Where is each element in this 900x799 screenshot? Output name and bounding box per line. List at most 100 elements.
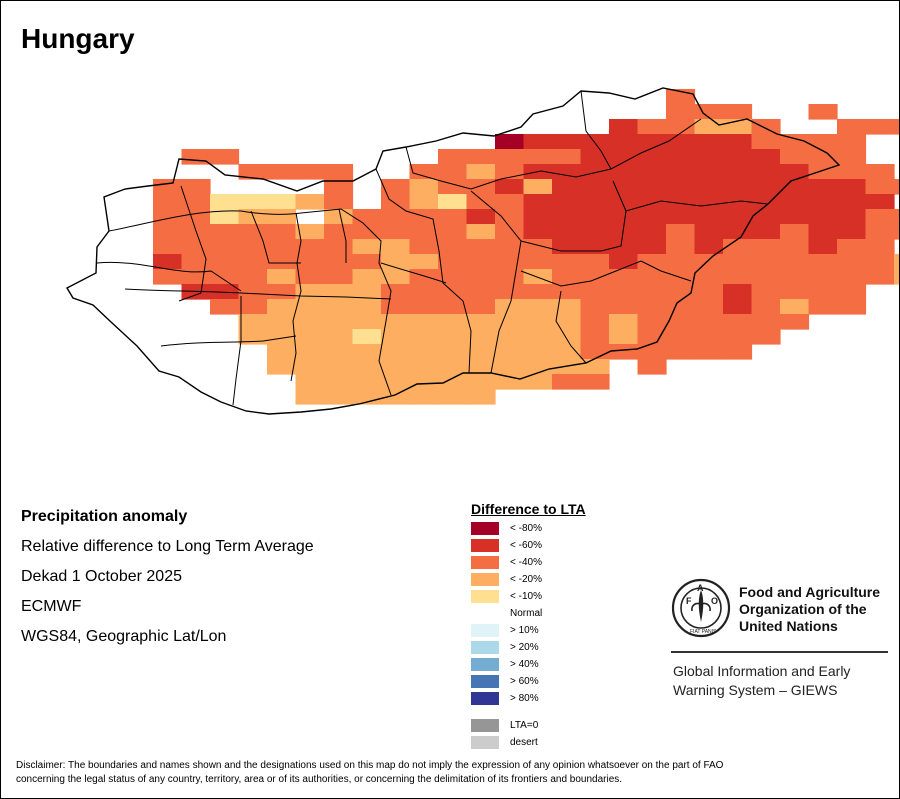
anomaly-cell [381, 359, 411, 375]
anomaly-cell [352, 374, 382, 390]
anomaly-cell [523, 344, 553, 360]
anomaly-cell [324, 179, 354, 195]
anomaly-cell [438, 179, 468, 195]
anomaly-cell [495, 239, 525, 255]
anomaly-cell [381, 314, 411, 330]
anomaly-cell [381, 269, 411, 285]
anomaly-cell [751, 269, 781, 285]
info-projection: WGS84, Geographic Lat/Lon [21, 628, 227, 645]
anomaly-cell [694, 209, 724, 225]
anomaly-cell [324, 254, 354, 270]
anomaly-cell [751, 179, 781, 195]
anomaly-cell [153, 179, 183, 195]
anomaly-cell [894, 224, 899, 240]
anomaly-cell [210, 239, 240, 255]
anomaly-cell [637, 359, 667, 375]
anomaly-cell [609, 314, 639, 330]
legend-label: > 10% [510, 625, 539, 636]
legend-item: desert [471, 735, 611, 752]
anomaly-cell [723, 314, 753, 330]
anomaly-cell [438, 149, 468, 165]
anomaly-cell [210, 254, 240, 270]
anomaly-cell [580, 299, 610, 315]
anomaly-cell [637, 224, 667, 240]
anomaly-cell [438, 359, 468, 375]
anomaly-cell [153, 194, 183, 210]
anomaly-cell [609, 344, 639, 360]
legend: Difference to LTA < -80% < -60% < -40% < -2… [471, 501, 611, 752]
anomaly-cell [694, 344, 724, 360]
anomaly-cell [865, 179, 895, 195]
anomaly-cell [694, 314, 724, 330]
anomaly-cell [466, 149, 496, 165]
anomaly-cell [381, 209, 411, 225]
anomaly-cell [552, 299, 582, 315]
legend-label: Normal [510, 608, 543, 619]
anomaly-cell [352, 329, 382, 345]
anomaly-cell [181, 194, 211, 210]
legend-rows: < -80% < -60% < -40% < -20% < -10% Normal > 10… [471, 521, 611, 752]
county-border [250, 210, 301, 264]
anomaly-cell [666, 314, 696, 330]
info-period: Dekad 1 October 2025 [21, 568, 182, 585]
anomaly-cell [523, 314, 553, 330]
county-border [300, 208, 392, 396]
anomaly-cell [808, 224, 838, 240]
anomaly-cell [723, 239, 753, 255]
anomaly-cell [495, 134, 525, 150]
anomaly-cell [666, 149, 696, 165]
anomaly-cell [609, 254, 639, 270]
county-border [520, 180, 627, 252]
anomaly-cell [552, 164, 582, 180]
anomaly-cell [637, 119, 667, 135]
anomaly-cell [666, 299, 696, 315]
anomaly-cell [352, 284, 382, 300]
anomaly-cell [552, 239, 582, 255]
anomaly-cell [181, 254, 211, 270]
anomaly-cell [609, 224, 639, 240]
anomaly-cell [609, 329, 639, 345]
anomaly-cell [495, 209, 525, 225]
anomaly-cell [723, 164, 753, 180]
anomaly-cell [552, 209, 582, 225]
anomaly-cell [666, 329, 696, 345]
disclaimer-line2: concerning the legal status of any count… [16, 774, 623, 785]
anomaly-cell [495, 269, 525, 285]
anomaly-cell [780, 194, 810, 210]
anomaly-cell [780, 314, 810, 330]
anomaly-cell [666, 209, 696, 225]
anomaly-cell [267, 314, 297, 330]
anomaly-cell [637, 194, 667, 210]
anomaly-cell [352, 344, 382, 360]
anomaly-cell [523, 374, 553, 390]
anomaly-cell [666, 119, 696, 135]
legend-label: LTA=0 [510, 720, 539, 731]
anomaly-cell [666, 239, 696, 255]
anomaly-cell [438, 344, 468, 360]
anomaly-cell [210, 224, 240, 240]
county-border [338, 208, 347, 263]
anomaly-cell [295, 344, 325, 360]
anomaly-cell [666, 344, 696, 360]
anomaly-cell [637, 209, 667, 225]
legend-item: > 80% [471, 691, 611, 708]
anomaly-cell [694, 284, 724, 300]
fao-logo-o: O [711, 596, 718, 606]
legend-item: > 20% [471, 640, 611, 657]
anomaly-map [66, 87, 899, 415]
anomaly-cell [637, 179, 667, 195]
anomaly-cell [438, 269, 468, 285]
anomaly-cell [409, 299, 439, 315]
anomaly-cell [523, 194, 553, 210]
anomaly-cell [637, 149, 667, 165]
anomaly-cell [865, 269, 895, 285]
anomaly-cell [267, 359, 297, 375]
anomaly-cell [153, 239, 183, 255]
anomaly-cell [324, 299, 354, 315]
anomaly-cell [324, 209, 354, 225]
anomaly-cell [637, 134, 667, 150]
legend-item: > 60% [471, 674, 611, 691]
anomaly-cell [837, 254, 867, 270]
anomaly-cell [324, 389, 354, 405]
anomaly-cell [552, 179, 582, 195]
